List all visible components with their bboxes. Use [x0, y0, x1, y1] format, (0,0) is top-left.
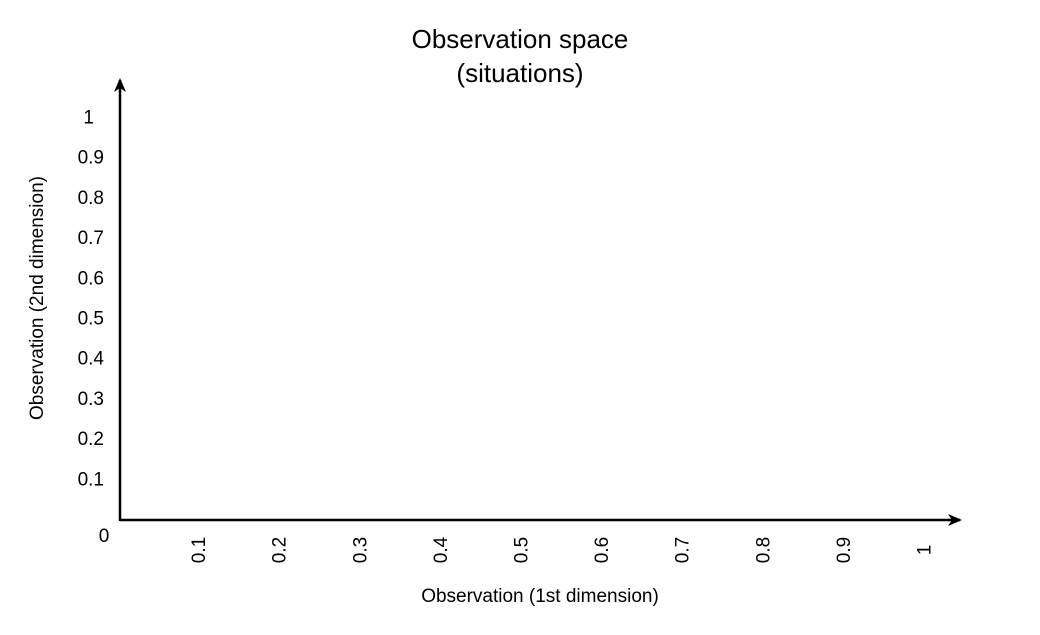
x-tick-label: 0.9: [834, 537, 855, 563]
chart-title-line1: Observation space: [412, 24, 629, 54]
y-tick-label: 0.3: [78, 389, 104, 410]
y-tick-label: 0.9: [78, 148, 104, 169]
x-tick-label: 0.6: [592, 537, 613, 563]
y-tick-label: 0.5: [78, 309, 104, 330]
x-tick-label: 0.7: [673, 537, 694, 563]
x-tick-label: 0.3: [350, 537, 371, 563]
x-tick-label: 0.4: [431, 536, 452, 563]
chart-title-line2: (situations): [456, 58, 583, 88]
y-tick-label: 0.7: [78, 228, 104, 249]
x-tick-label: 0.5: [512, 537, 533, 563]
y-tick-labels: 0.1 0.2 0.3 0.4 0.5 0.6 0.7 0.8 0.9 1: [78, 108, 105, 491]
y-tick-label: 1: [83, 108, 94, 129]
x-tick-label: 1: [915, 545, 936, 556]
y-tick-label: 0.4: [78, 349, 105, 370]
y-tick-label: 0.1: [78, 469, 104, 490]
origin-label: 0: [99, 526, 110, 547]
x-tick-label: 0.1: [189, 537, 210, 563]
x-tick-labels: 0.1 0.2 0.3 0.4 0.5 0.6 0.7 0.8 0.9 1: [189, 536, 935, 563]
x-tick-label: 0.2: [270, 537, 291, 563]
x-axis-label: Observation (1st dimension): [421, 586, 659, 607]
x-tick-label: 0.8: [753, 537, 774, 563]
y-axis-label: Observation (2nd dimension): [27, 176, 48, 420]
y-tick-label: 0.2: [78, 429, 104, 450]
y-tick-label: 0.6: [78, 268, 104, 289]
y-tick-label: 0.8: [78, 188, 104, 209]
